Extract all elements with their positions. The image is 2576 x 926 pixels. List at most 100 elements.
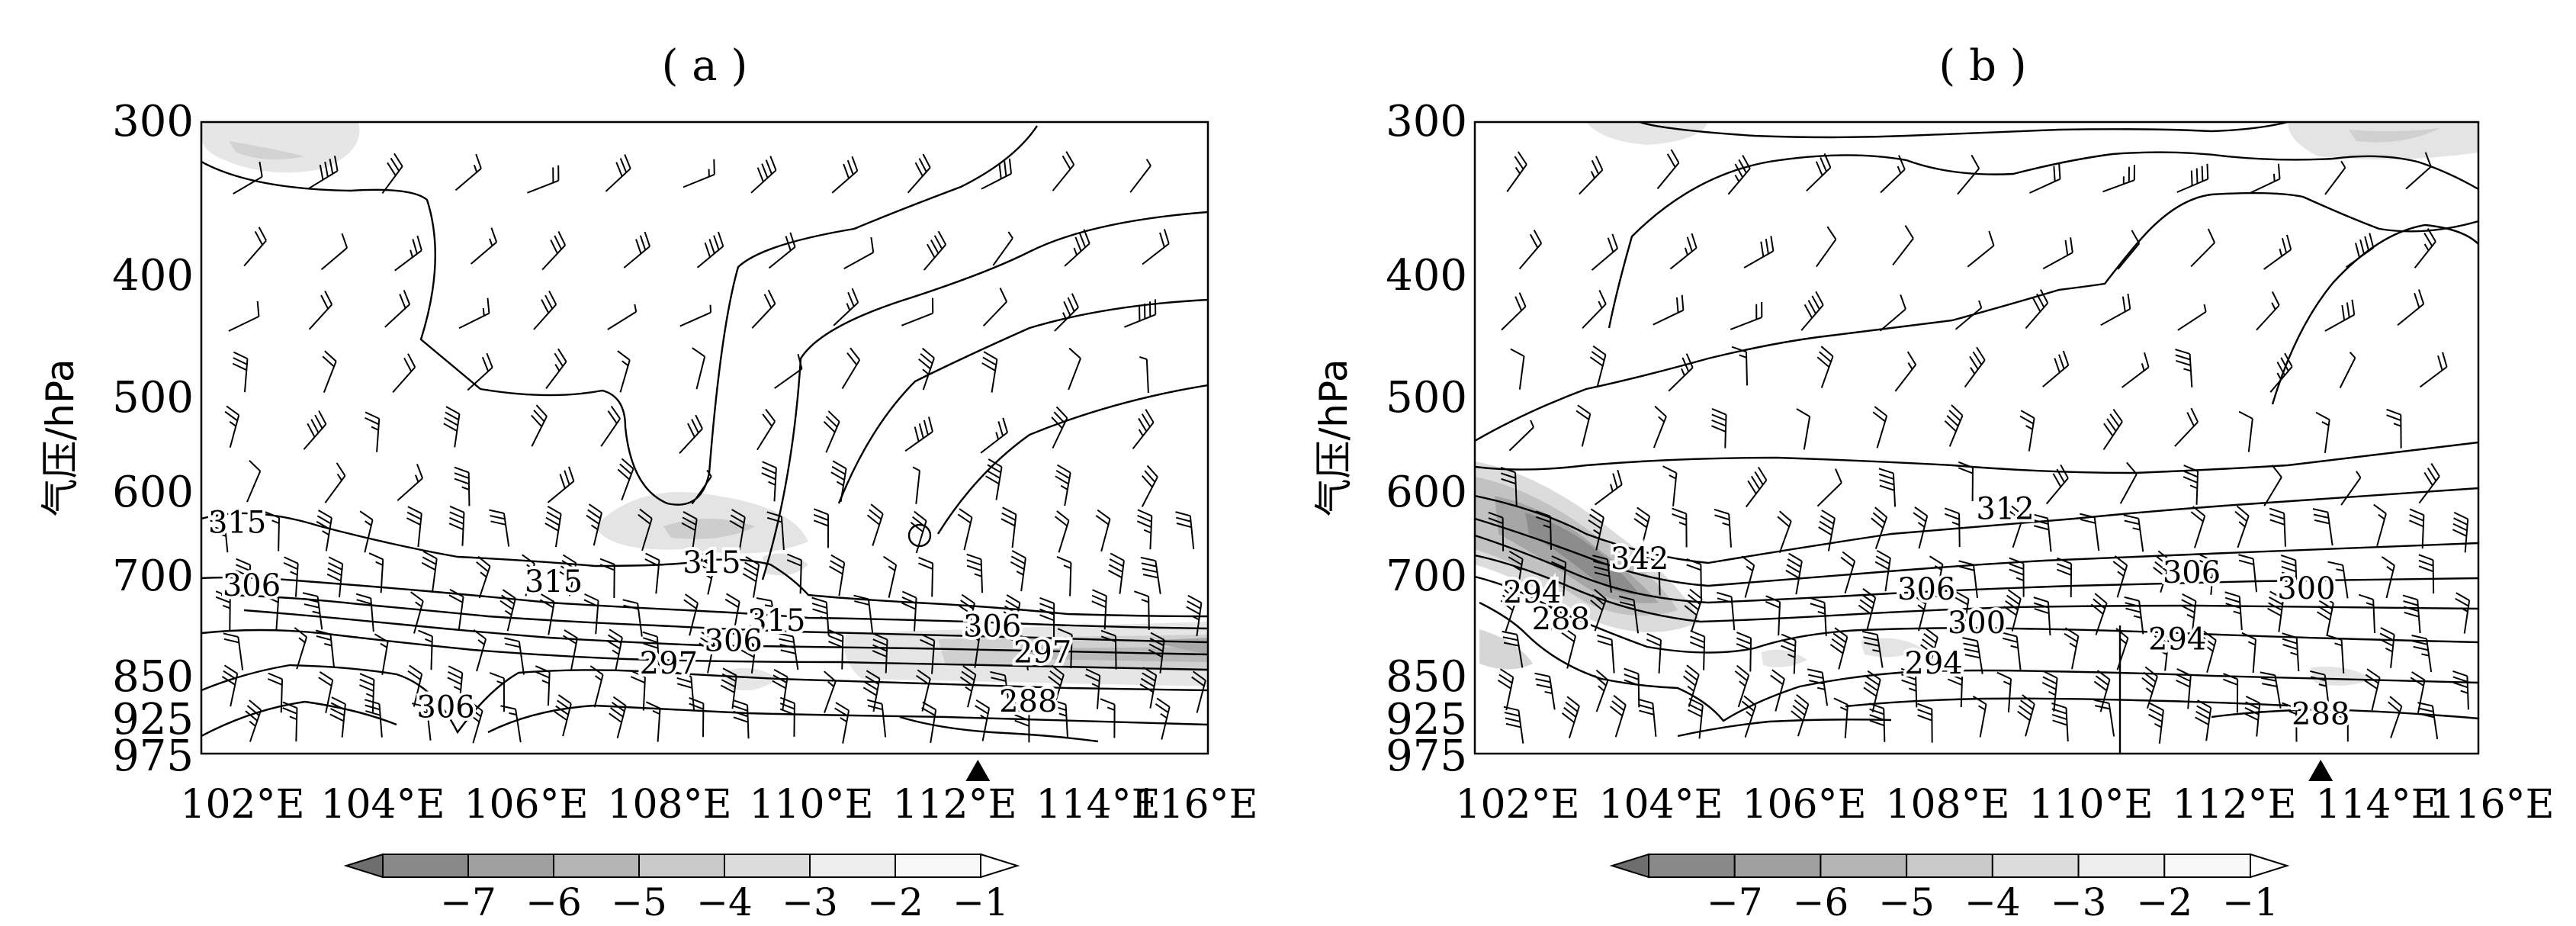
wind-barb: [1806, 153, 1832, 192]
wind-barb: [224, 405, 240, 448]
wind-barb: [368, 552, 384, 593]
contour-label: 294: [1904, 646, 1962, 681]
wind-barb: [965, 626, 981, 668]
wind-barb: [267, 672, 284, 713]
wind-barb: [232, 351, 249, 393]
wind-barb: [1913, 506, 1929, 549]
wind-barb: [2042, 237, 2073, 270]
wind-barb: [1770, 669, 1785, 712]
wind-barb: [975, 699, 991, 741]
wind-barb: [410, 591, 424, 634]
wind-barb: [2093, 699, 2115, 737]
wind-barb: [2418, 554, 2435, 594]
panel-a-ytick: 700: [112, 551, 194, 601]
wind-barb: [1575, 404, 1592, 447]
wind-barb: [531, 404, 548, 447]
panel-b-ytick: 975: [1386, 731, 1467, 781]
panel-a-y-axis-label: 气压/hPa: [38, 359, 82, 516]
wind-barb: [918, 347, 935, 391]
wind-barb: [2324, 299, 2356, 332]
wind-barb: [980, 417, 1008, 454]
wind-barb: [981, 158, 1013, 190]
panel-b-ytick: 850: [1386, 652, 1467, 702]
panel-b-xtick: 114°E: [2315, 782, 2439, 828]
wind-barb: [1561, 626, 1577, 669]
panel-b-ytick: 925: [1386, 695, 1467, 744]
wind-barb: [912, 466, 920, 504]
wind-barb: [318, 671, 334, 713]
wind-barb: [2327, 634, 2345, 674]
wind-barb: [458, 297, 490, 330]
wind-barb: [923, 230, 947, 271]
wind-barb: [448, 505, 465, 546]
wind-barb: [1672, 507, 1688, 548]
colorbar-a: −7 −6 −5 −4 −3 −2 −1: [343, 853, 1020, 924]
wind-barb: [315, 629, 336, 668]
wind-barb: [1141, 465, 1158, 507]
wind-barb: [1954, 300, 1983, 330]
wind-barb: [2080, 513, 2100, 551]
contour-label: 306: [1897, 572, 1955, 607]
wind-barb: [866, 699, 887, 738]
wind-barb: [2358, 593, 2376, 633]
wind-barb: [774, 353, 803, 389]
wind-barb: [2041, 670, 2058, 712]
colorbar-segment: [382, 854, 469, 878]
contour-label: 315: [747, 603, 805, 638]
wind-barb: [500, 705, 522, 743]
wind-barb: [1954, 590, 1970, 632]
contour-label: 342: [1611, 542, 1669, 577]
wind-barb: [294, 627, 308, 670]
wind-barb: [1500, 589, 1518, 632]
wind-barb: [1892, 225, 1914, 266]
wind-barb: [1124, 299, 1157, 328]
panel-a-ytick: 850: [112, 652, 194, 702]
wind-barb: [522, 554, 535, 596]
wind-barb: [1958, 461, 1974, 502]
wind-barb: [1506, 151, 1527, 192]
wind-barb: [729, 509, 746, 551]
wind-barb: [645, 701, 661, 742]
wind-barb: [768, 232, 796, 269]
panel-a-ytick: 975: [112, 731, 194, 781]
wind-barb: [959, 593, 975, 636]
wind-barb: [692, 347, 706, 390]
wind-barb: [904, 416, 933, 452]
panel-a-xtick: 114°E: [1036, 782, 1160, 828]
colorbar-tick: −7: [440, 880, 496, 924]
wind-barb: [2414, 228, 2436, 268]
wind-barb: [1508, 551, 1524, 593]
wind-barb: [742, 556, 760, 598]
wind-barb: [2025, 289, 2049, 330]
wind-barb: [1591, 233, 1618, 271]
wind-barb: [2124, 596, 2144, 635]
wind-barb: [1807, 668, 1829, 706]
wind-barb: [920, 633, 936, 674]
wind-barb: [1534, 672, 1556, 710]
colorbar-segment: [895, 854, 981, 878]
wind-barb: [1880, 155, 1906, 194]
wind-barb: [786, 553, 802, 594]
wind-barb: [1714, 508, 1733, 548]
wind-barb: [2009, 505, 2025, 548]
wind-barb: [992, 231, 1013, 266]
wind-barb: [2017, 694, 2035, 737]
wind-barb: [732, 699, 750, 739]
wind-barb: [2410, 671, 2426, 713]
wind-barb: [1497, 668, 1514, 711]
panel-b-x-axis: 102°E 104°E 106°E 108°E 110°E 112°E 114°…: [1455, 782, 2554, 828]
wind-barb: [1543, 589, 1559, 632]
wind-barb: [1052, 151, 1075, 191]
colorbar-tick: −1: [2222, 880, 2279, 924]
wind-barb: [320, 233, 348, 271]
wind-barb: [1833, 697, 1848, 738]
wind-barb: [1637, 698, 1657, 737]
contour-label: 315: [683, 545, 740, 580]
wind-barb: [1810, 596, 1827, 636]
wind-barb: [982, 288, 1008, 327]
wind-barb: [1618, 595, 1640, 634]
wind-barb: [2397, 289, 2425, 326]
colorbar-segment: [1820, 854, 1908, 878]
colorbar-segment: [2163, 854, 2251, 878]
